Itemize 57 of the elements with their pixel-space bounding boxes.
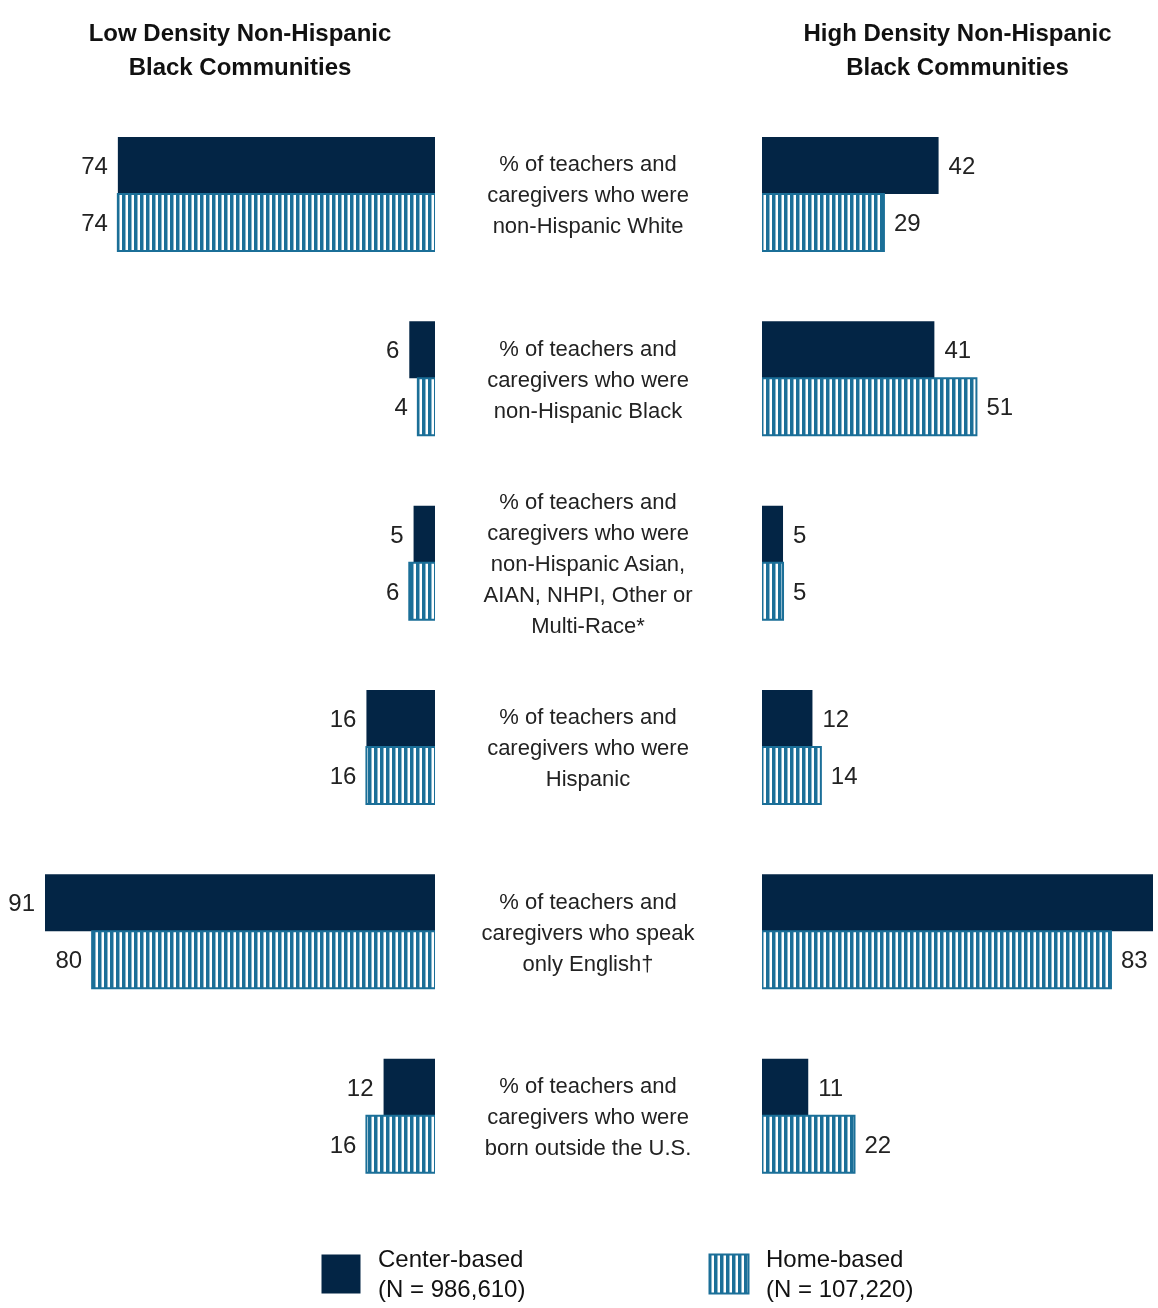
chart-title: High Density Non-Hispanic Black Communities	[802, 18, 1113, 82]
bar	[117, 137, 435, 194]
y-tick-label: % of teachers and caregivers who were non-Hispanic Asian, AIAN, NHPI, Other or Multi-Race*	[483, 488, 693, 638]
bar	[365, 1114, 435, 1174]
y-tick-label: % of teachers and caregivers who were non-Hispanic Black	[487, 335, 689, 422]
bar	[45, 874, 435, 932]
data-label: 29	[893, 209, 921, 236]
data-label: 6	[385, 577, 400, 605]
data-label: 42	[948, 152, 976, 179]
bar	[762, 321, 935, 379]
data-label: 80	[55, 946, 83, 974]
legend-label: Center-based (N = 986,610)	[378, 1244, 527, 1304]
bar	[413, 505, 435, 563]
bar	[762, 746, 822, 805]
data-label: 16	[329, 1130, 357, 1158]
bar	[762, 1114, 856, 1174]
bar	[762, 505, 784, 563]
bar	[91, 930, 435, 990]
data-label: 16	[329, 762, 357, 789]
bar	[762, 874, 1153, 932]
data-label: 12	[822, 705, 850, 732]
data-label: 22	[864, 1130, 892, 1158]
data-label: 4	[394, 393, 408, 421]
data-label: 14	[830, 762, 858, 789]
data-label: 91	[8, 889, 35, 917]
bar	[409, 321, 435, 379]
data-label: 12	[346, 1073, 374, 1101]
data-label: 41	[944, 336, 972, 364]
y-tick-label: % of teachers and caregivers who were born outside the U.S.	[484, 1072, 692, 1160]
y-tick-label: % of teachers and caregivers who speak only English†	[481, 888, 696, 975]
data-label: 5	[390, 520, 404, 548]
bar	[383, 1058, 435, 1116]
bar	[762, 930, 1112, 990]
bar	[762, 193, 885, 252]
data-label: 51	[986, 393, 1014, 421]
data-label: 16	[329, 705, 357, 732]
y-tick-label: % of teachers and caregivers who were Hispanic	[487, 703, 689, 791]
data-label: 74	[81, 152, 108, 179]
data-label: 5	[793, 577, 807, 605]
bar	[762, 561, 785, 621]
data-label: 83	[1120, 946, 1148, 974]
bar	[408, 561, 435, 621]
bar	[762, 1058, 809, 1116]
chart-title: Low Density Non-Hispanic Black Communities	[87, 18, 393, 82]
bar	[116, 193, 435, 252]
data-label: 74	[81, 209, 108, 236]
bar	[416, 377, 435, 437]
bar	[366, 690, 435, 747]
bar	[365, 746, 435, 805]
bar	[762, 690, 813, 747]
bar	[762, 137, 939, 194]
data-label: 5	[793, 520, 807, 548]
y-tick-label: % of teachers and caregivers who were non-Hispanic White	[487, 150, 689, 238]
data-label: 11	[818, 1073, 844, 1101]
bar	[762, 377, 978, 437]
data-label: 6	[385, 336, 400, 364]
text: Home-based (N = 107,220)	[766, 1244, 915, 1304]
